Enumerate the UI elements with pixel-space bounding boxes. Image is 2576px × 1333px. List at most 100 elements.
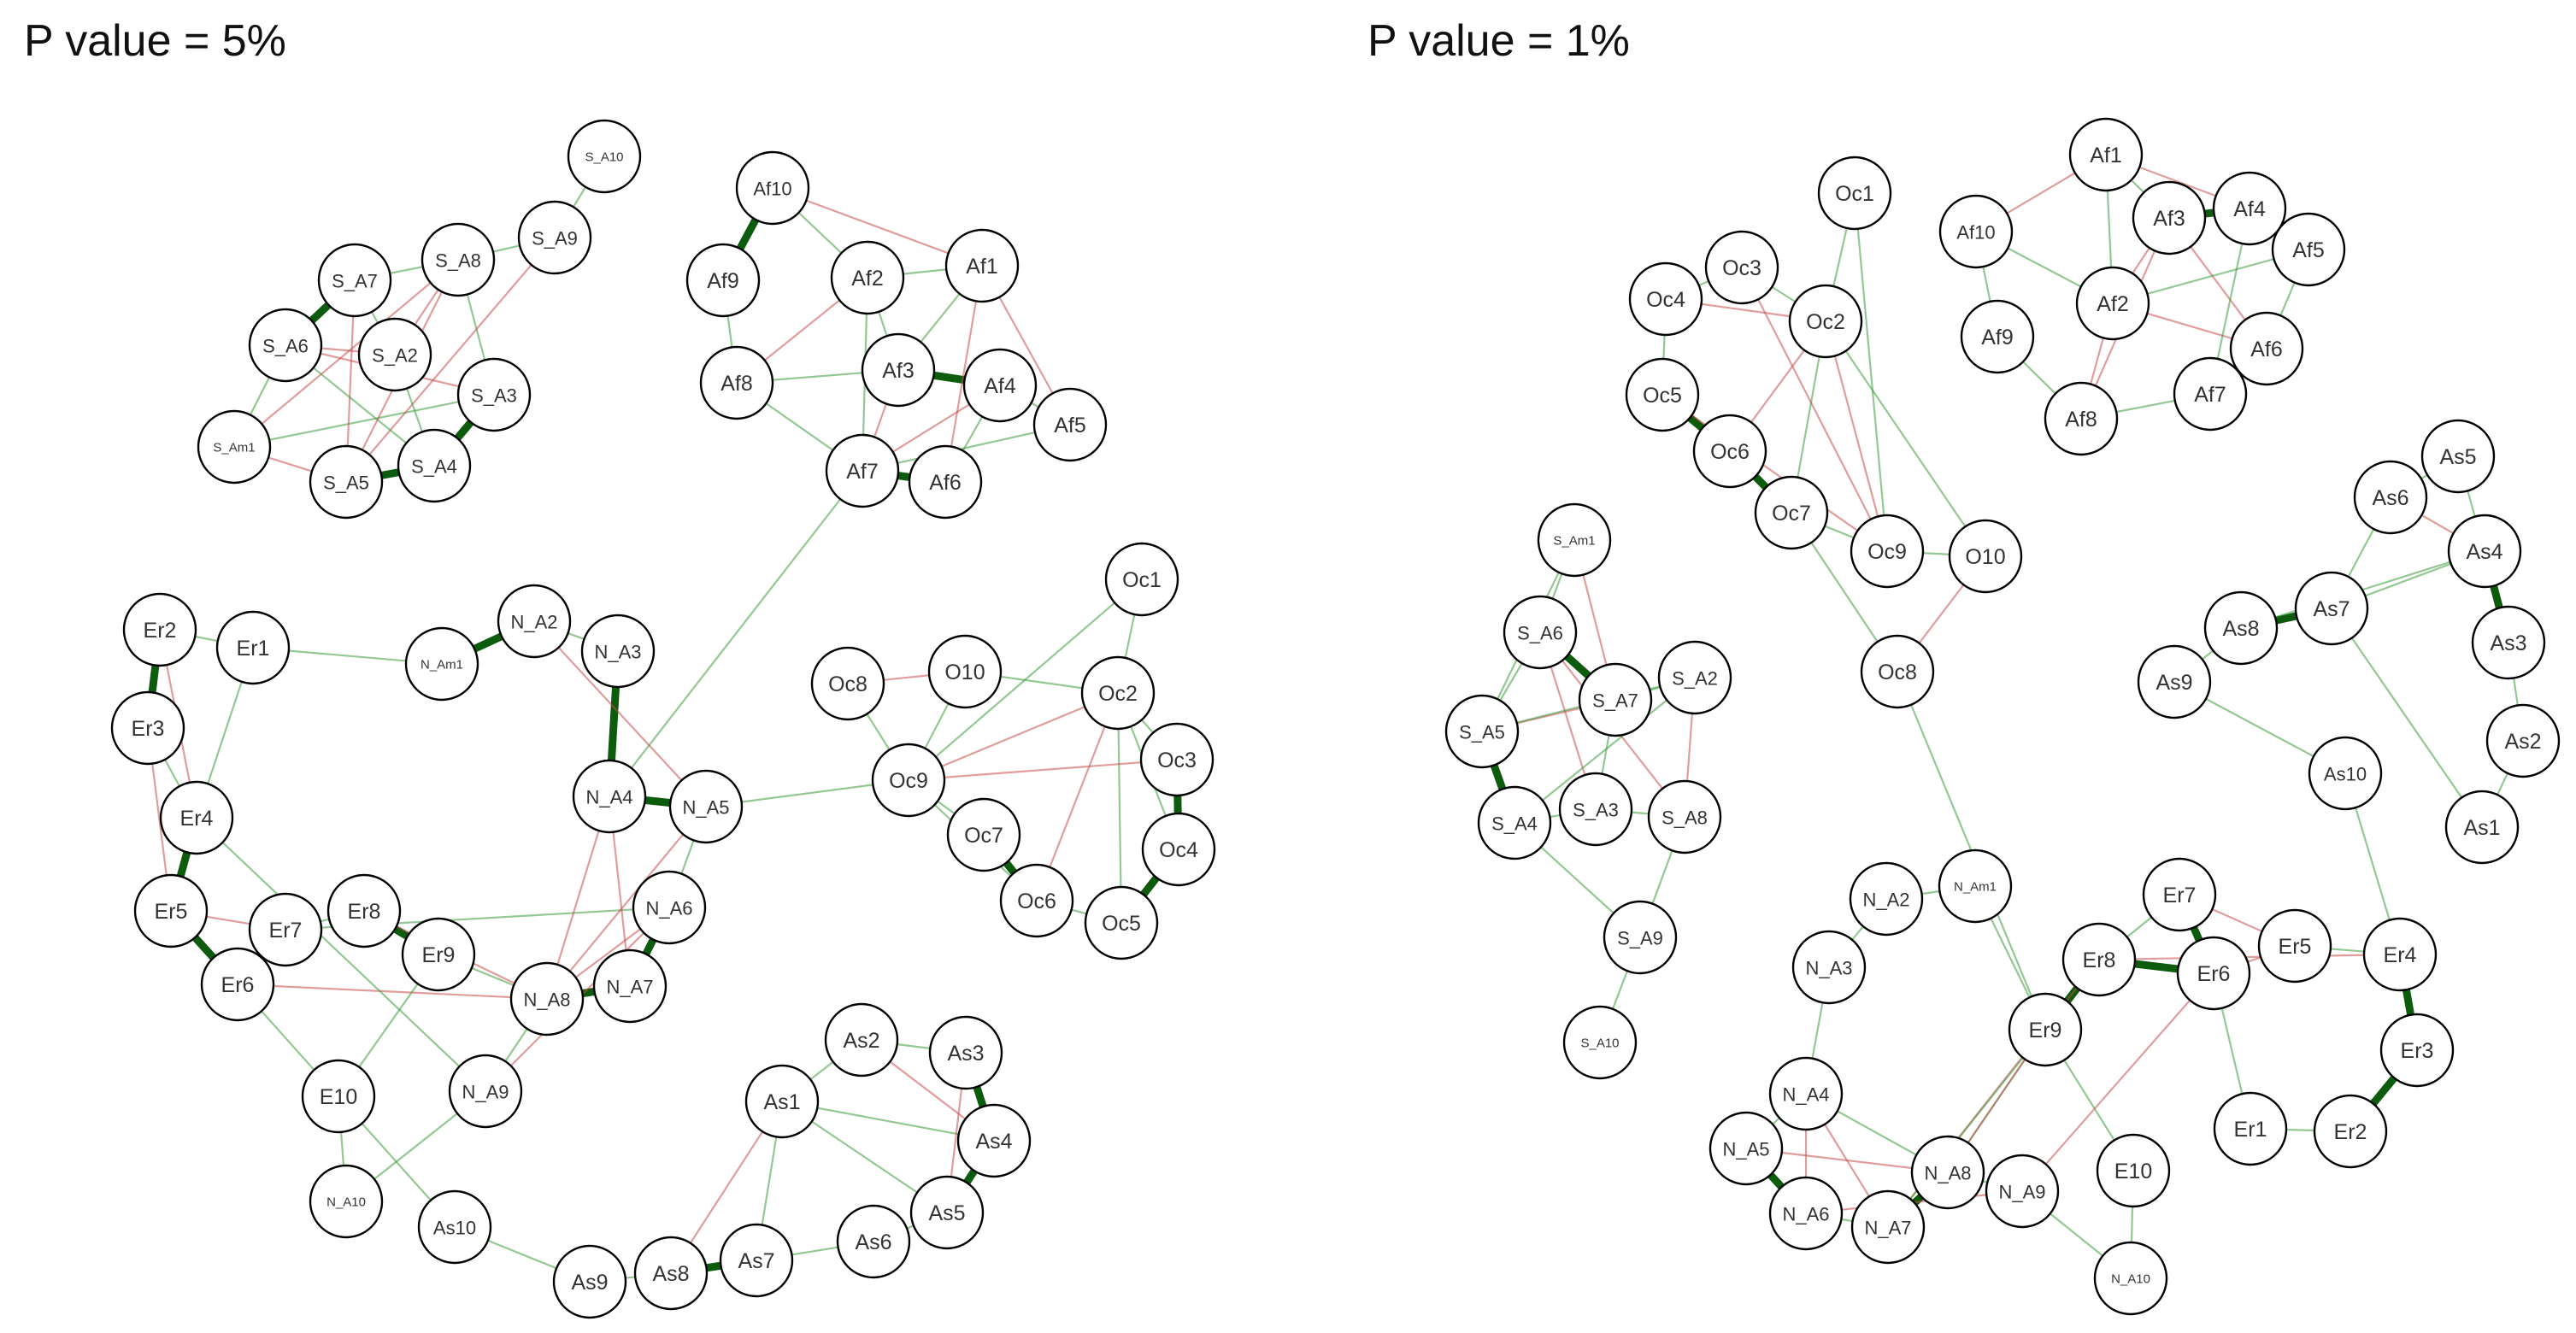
node-label: Af6: [929, 471, 962, 495]
node-label: N_A8: [523, 989, 570, 1011]
left-node-er7: Er7: [248, 892, 323, 967]
node-label: S_A9: [1617, 928, 1663, 949]
node-circle: [497, 584, 572, 659]
left-node-af2: Af2: [830, 240, 905, 315]
node-circle: [2471, 605, 2546, 680]
node-label: Er8: [2083, 948, 2116, 972]
node-label: Oc7: [1772, 502, 1811, 526]
node-circle: [517, 200, 592, 275]
node-circle: [1817, 156, 1892, 231]
left-node-er1: Er1: [215, 610, 291, 685]
node-circle: [159, 780, 234, 855]
node-label: S_A4: [1491, 813, 1538, 835]
node-circle: [962, 348, 1038, 423]
left-edge-oc6-oc2: [1035, 692, 1120, 901]
right-node-oc6: Oc6: [1692, 414, 1767, 489]
node-circle: [301, 1059, 376, 1134]
node-label: N_A3: [1805, 958, 1852, 979]
node-label: N_A2: [510, 612, 557, 633]
left-edge-oc2-oc5: [1116, 692, 1123, 924]
node-label: N_A4: [585, 787, 632, 808]
node-circle: [633, 1236, 709, 1311]
node-label: N_A9: [462, 1082, 509, 1103]
right-node-n-a2: N_A2: [1849, 861, 1924, 937]
left-node-er4: Er4: [159, 780, 234, 855]
node-label: Er2: [144, 619, 177, 643]
right-node-n-a3: N_A3: [1791, 930, 1867, 1005]
right-node-af3: Af3: [2132, 180, 2207, 255]
node-circle: [719, 1223, 794, 1298]
node-circle: [1578, 662, 1653, 737]
right-node-n-a8: N_A8: [1910, 1135, 1985, 1210]
right-edge-er9-n-a7: [1887, 1029, 2046, 1228]
right-node-s-a6: S_A6: [1503, 595, 1578, 670]
right-node-er1: Er1: [2213, 1091, 2288, 1166]
node-label: Af9: [1981, 326, 2014, 349]
left-node-oc3: Oc3: [1139, 722, 1214, 797]
node-circle: [1860, 634, 1935, 709]
node-circle: [632, 870, 707, 945]
right-node-er3: Er3: [2379, 1013, 2455, 1088]
left-node-er5: Er5: [133, 873, 209, 948]
node-circle: [1562, 1005, 1638, 1080]
left-node-af7: Af7: [825, 433, 900, 508]
node-circle: [2132, 180, 2207, 255]
node-label: As10: [2324, 764, 2367, 785]
node-label: N_Am1: [421, 658, 463, 672]
left-node-o10: O10: [927, 634, 1003, 709]
node-label: N_A8: [1924, 1163, 1971, 1184]
node-circle: [861, 332, 936, 408]
node-circle: [1791, 930, 1867, 1005]
node-circle: [133, 873, 209, 948]
left-edge-oc3-oc9: [908, 758, 1178, 782]
left-panel-title: P value = 5%: [24, 16, 286, 66]
left-node-s-a10: S_A10: [567, 119, 642, 194]
node-label: Oc4: [1159, 838, 1198, 862]
left-node-s-a8: S_A8: [421, 222, 496, 297]
node-circle: [871, 743, 946, 818]
node-circle: [404, 626, 479, 702]
node-circle: [1768, 1176, 1844, 1251]
right-node-er6: Er6: [2176, 936, 2251, 1011]
node-circle: [1948, 519, 2023, 594]
node-label: N_A5: [1722, 1139, 1769, 1160]
node-label: Af1: [966, 255, 998, 279]
right-node-er4: Er4: [2362, 917, 2438, 992]
left-node-e10: E10: [301, 1059, 376, 1134]
right-node-af8: Af8: [2044, 381, 2119, 456]
node-circle: [956, 1103, 1032, 1178]
node-circle: [2444, 790, 2520, 865]
right-node-s-a2: S_A2: [1657, 640, 1732, 715]
node-circle: [401, 917, 476, 992]
node-label: S_A7: [1592, 690, 1638, 712]
node-label: Er2: [2334, 1120, 2367, 1144]
node-circle: [2096, 1133, 2171, 1208]
node-circle: [2173, 356, 2248, 432]
node-label: Er9: [422, 943, 456, 967]
node-label: N_A7: [606, 977, 653, 998]
node-label: Er4: [180, 807, 214, 831]
node-circle: [2420, 419, 2496, 494]
node-circle: [1850, 1189, 1926, 1265]
node-circle: [1938, 849, 2013, 924]
node-circle: [908, 444, 983, 520]
node-circle: [1444, 694, 1520, 769]
right-node-oc2: Oc2: [1788, 284, 1863, 359]
node-circle: [2008, 992, 2083, 1067]
right-node-s-a10: S_A10: [1562, 1005, 1638, 1080]
left-node-n-a7: N_A7: [592, 948, 668, 1024]
node-label: Oc4: [1646, 288, 1685, 312]
left-node-n-a6: N_A6: [632, 870, 707, 945]
node-label: Er6: [2197, 962, 2231, 986]
right-node-n-a6: N_A6: [1768, 1176, 1844, 1251]
node-circle: [197, 409, 272, 484]
node-label: S_A2: [372, 345, 418, 367]
node-circle: [999, 863, 1074, 938]
right-network-nodes: Oc1 Oc3 Oc4 Oc2 Oc5 Oc6 Oc7 Oc9 O10 Oc8 Af1 Af10 Af3…: [1444, 117, 2561, 1316]
node-circle: [248, 892, 323, 967]
left-node-oc7: Oc7: [946, 797, 1021, 872]
node-label: As8: [2222, 617, 2259, 641]
left-node-af3: Af3: [861, 332, 936, 408]
node-circle: [572, 759, 647, 834]
